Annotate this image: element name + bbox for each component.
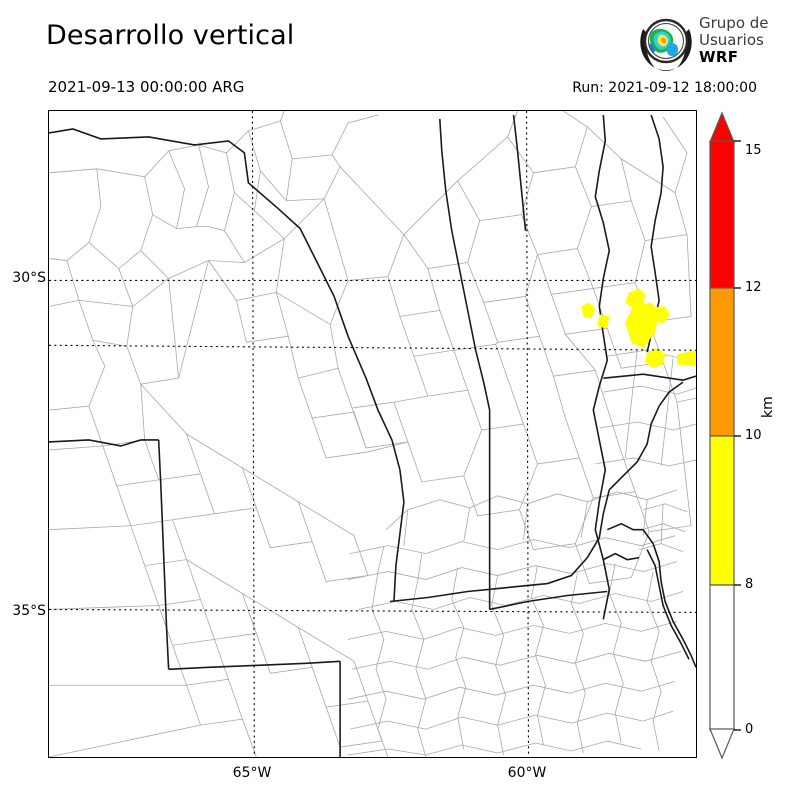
x-axis-label-65w: 65°W — [232, 765, 272, 781]
map-canvas — [49, 111, 696, 757]
data-field-overlay — [581, 288, 696, 369]
brand-logo: Grupo de Usuarios WRF — [635, 13, 795, 75]
colorbar-tick-15: 15 — [745, 143, 762, 158]
run-time-label: Run: 2021-09-12 18:00:00 — [572, 80, 757, 96]
colorbar-tick-12: 12 — [745, 280, 762, 295]
x-axis-label-60w: 60°W — [507, 765, 547, 781]
colorbar-tick-8: 8 — [745, 577, 754, 592]
colorbar-tick-10: 10 — [745, 428, 762, 443]
logo-line-1: Grupo de — [699, 14, 769, 32]
logo-line-2: Usuarios — [699, 31, 764, 49]
page-title: Desarrollo vertical — [46, 20, 295, 51]
y-axis-label-35s: 35°S — [12, 603, 46, 619]
colorbar-graphic — [709, 111, 741, 760]
globe-emblem-icon — [640, 18, 692, 71]
y-axis-label-30s: 30°S — [12, 270, 46, 286]
colorbar[interactable]: 15 12 10 8 0 — [707, 110, 762, 760]
map-plot-area[interactable] — [48, 110, 697, 758]
brand-logo-text: Grupo de Usuarios WRF — [699, 15, 769, 66]
colorbar-tick-0: 0 — [745, 722, 754, 737]
colorbar-axis-title: km — [760, 396, 776, 418]
department-boundaries — [49, 111, 696, 757]
province-boundaries — [49, 114, 696, 757]
graticule-gridlines — [49, 111, 696, 757]
valid-time-label: 2021-09-13 00:00:00 ARG — [48, 78, 245, 96]
logo-line-3: WRF — [699, 48, 739, 66]
